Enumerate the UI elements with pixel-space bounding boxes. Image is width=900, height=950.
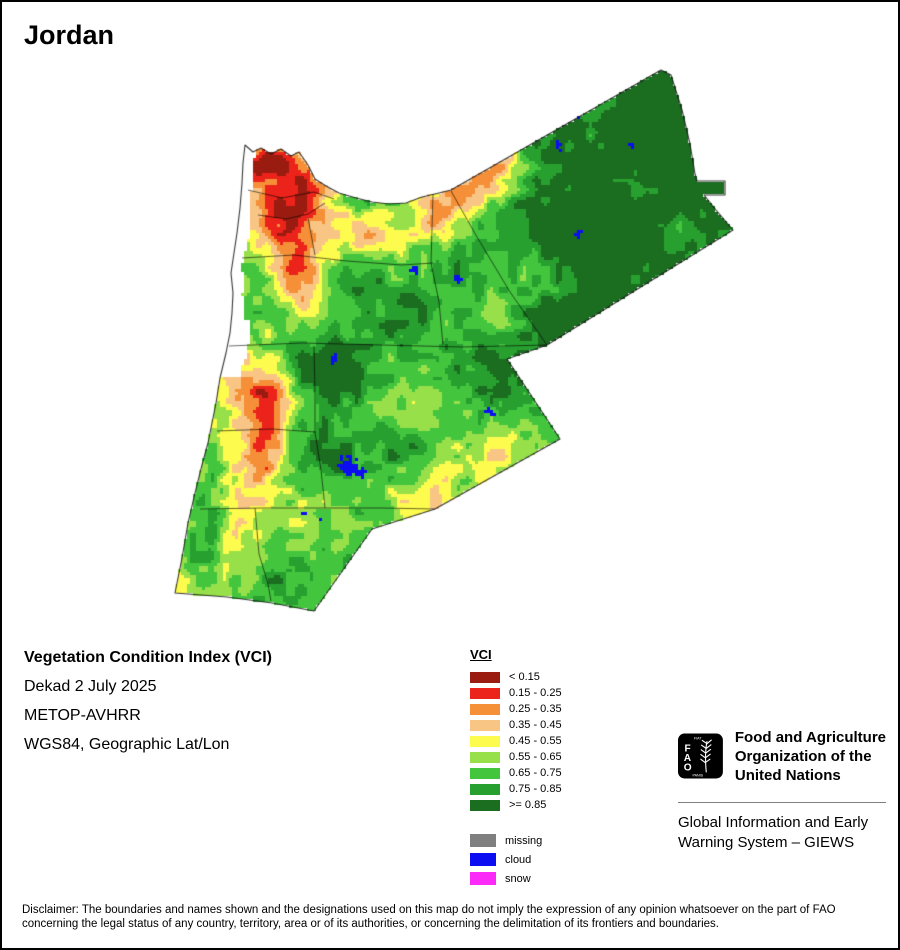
- legend-classes: < 0.15 0.15 - 0.25 0.25 - 0.35 0.35 - 0.45 0…: [470, 669, 562, 813]
- legend-row: 0.15 - 0.25: [470, 685, 562, 701]
- fao-motto-bottom: PANIS: [692, 773, 703, 777]
- legend-row: 0.45 - 0.55: [470, 733, 562, 749]
- legend-row: < 0.15: [470, 669, 562, 685]
- legend-swatch: [470, 767, 500, 779]
- legend-label: 0.25 - 0.35: [509, 703, 562, 715]
- legend-row: 0.35 - 0.45: [470, 717, 562, 733]
- legend-label: 0.55 - 0.65: [509, 751, 562, 763]
- legend-row: 0.65 - 0.75: [470, 765, 562, 781]
- fao-block: F A O FIAT PANIS Food and Agriculture Or…: [678, 725, 886, 853]
- legend-row: snow: [470, 869, 562, 888]
- legend-title: VCI: [470, 647, 492, 662]
- legend-label: cloud: [505, 853, 532, 866]
- legend-swatch: [470, 783, 500, 795]
- legend: VCI < 0.15 0.15 - 0.25 0.25 - 0.35 0.35 - 0…: [470, 647, 562, 888]
- legend-label: 0.75 - 0.85: [509, 783, 562, 795]
- legend-label: snow: [505, 872, 531, 885]
- legend-swatch: [470, 853, 496, 866]
- fao-org-line: Organization of the: [734, 748, 872, 765]
- fao-motto-top: FIAT: [694, 737, 702, 741]
- legend-label: missing: [505, 834, 543, 847]
- fao-org-line: United Nations: [734, 767, 841, 784]
- legend-row: >= 0.85: [470, 797, 562, 813]
- fao-divider: [678, 802, 886, 803]
- legend-swatch: [470, 735, 500, 747]
- legend-row: 0.25 - 0.35: [470, 701, 562, 717]
- legend-label: 0.45 - 0.55: [509, 735, 562, 747]
- fao-letter-f: F: [685, 744, 691, 755]
- fao-org-line: Food and Agriculture: [734, 729, 886, 746]
- legend-label: 0.15 - 0.25: [509, 687, 562, 699]
- fao-letter-o: O: [684, 762, 692, 773]
- legend-swatch: [470, 671, 500, 683]
- legend-swatch: [470, 872, 496, 885]
- wheat-icon: [700, 739, 712, 773]
- dekad-label: Dekad 2 July 2025: [24, 678, 157, 695]
- fao-logo-background: [678, 733, 723, 779]
- projection-label: WGS84, Geographic Lat/Lon: [24, 736, 230, 753]
- legend-flags: missing cloud snow: [470, 831, 562, 888]
- giews-line: Warning System – GIEWS: [678, 834, 855, 851]
- legend-label: >= 0.85: [509, 799, 547, 811]
- map-info: Vegetation Condition Index (VCI) Dekad 2…: [24, 649, 272, 754]
- sensor-label: METOP-AVHRR: [24, 707, 141, 724]
- legend-row: missing: [470, 831, 562, 850]
- product-name: Vegetation Condition Index (VCI): [24, 649, 272, 666]
- page-title: Jordan: [24, 20, 115, 50]
- legend-row: 0.75 - 0.85: [470, 781, 562, 797]
- legend-row: cloud: [470, 850, 562, 869]
- fao-org-name: Food and Agriculture Organization of the…: [735, 725, 886, 785]
- giews-line: Global Information and Early: [678, 814, 869, 831]
- legend-swatch: [470, 751, 500, 763]
- fao-letter-a: A: [684, 753, 692, 764]
- legend-label: 0.65 - 0.75: [509, 767, 562, 779]
- giews-name: Global Information and Early Warning Sys…: [678, 813, 886, 853]
- legend-swatch: [470, 703, 500, 715]
- legend-label: 0.35 - 0.45: [509, 719, 562, 731]
- legend-row: 0.55 - 0.65: [470, 749, 562, 765]
- disclaimer-text: Disclaimer: The boundaries and names sho…: [22, 904, 836, 930]
- legend-swatch: [470, 799, 500, 811]
- legend-swatch: [470, 834, 496, 847]
- legend-swatch: [470, 719, 500, 731]
- fao-header: F A O FIAT PANIS Food and Agriculture Or…: [678, 725, 886, 787]
- fao-logo: F A O FIAT PANIS: [678, 733, 723, 779]
- legend-label: < 0.15: [509, 671, 540, 683]
- legend-swatch: [470, 687, 500, 699]
